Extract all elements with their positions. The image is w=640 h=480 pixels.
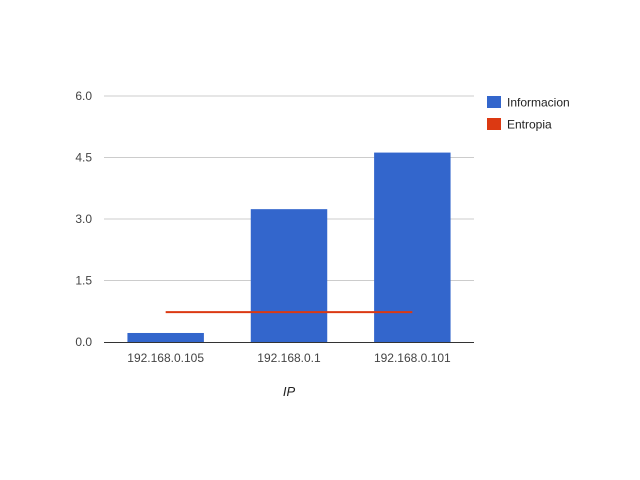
bar [374,152,451,342]
legend-swatch [487,118,501,130]
legend-swatch [487,96,501,108]
bar [250,209,328,342]
y-tick-label: 6.0 [75,89,92,103]
y-tick-label: 0.0 [75,335,92,349]
legend-label: Entropia [507,118,552,132]
x-tick-label: 192.168.0.1 [257,351,321,365]
bar-series [127,152,451,342]
y-tick-label: 4.5 [75,151,92,165]
bar [127,332,204,342]
y-axis-tick-labels: 0.0 1.5 3.0 4.5 6.0 [75,89,92,349]
legend: Informacion Entropia [487,96,570,132]
legend-label: Informacion [507,96,570,110]
y-tick-label: 3.0 [75,212,92,226]
x-axis-title: IP [283,384,296,399]
y-tick-label: 1.5 [75,274,92,288]
x-axis-tick-labels: 192.168.0.105 192.168.0.1 192.168.0.101 [127,351,451,365]
x-tick-label: 192.168.0.101 [374,351,451,365]
x-tick-label: 192.168.0.105 [127,351,204,365]
